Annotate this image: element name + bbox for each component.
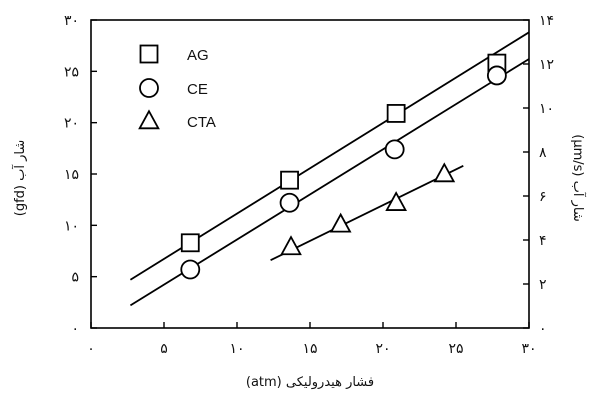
point-ce <box>279 192 300 213</box>
y-left-axis-ticks: ۰ ۵ ۱۰ ۱۵ ۲۰ ۲۵ ۳۰ <box>64 13 97 337</box>
fit-line-cta <box>270 164 464 262</box>
y-right-tick-label: ۱۴ <box>539 13 554 29</box>
point-cta <box>433 162 456 183</box>
y-left-tick-label: ۲۰ <box>64 116 79 132</box>
y-right-tick-label: ۲ <box>539 277 547 293</box>
y-right-tick-label: ۶ <box>539 189 547 205</box>
y-left-tick-label: ۳۰ <box>64 13 79 29</box>
legend: AG CE CTA <box>138 44 216 131</box>
x-tick-label: ۰ <box>87 341 95 357</box>
point-cta <box>385 191 408 211</box>
x-tick-label: ۱۰ <box>229 341 244 357</box>
x-tick-label: ۲۵ <box>448 341 463 357</box>
y-left-tick-label: ۲۵ <box>64 64 79 80</box>
x-tick-label: ۱۵ <box>302 341 317 357</box>
y-right-axis-ticks: ۰ ۲ ۴ ۶ ۸ ۱۰ ۱۲ ۱۴ <box>523 13 554 337</box>
point-ce <box>180 259 201 280</box>
data-markers <box>180 53 507 280</box>
x-axis-ticks: ۰ ۵ ۱۰ ۱۵ ۲۰ ۲۵ ۳۰ <box>87 322 537 357</box>
point-ce <box>486 65 507 86</box>
legend-marker-cta <box>138 109 160 130</box>
y-right-tick-label: ۸ <box>539 145 547 161</box>
y-left-tick-label: ۰ <box>71 321 79 337</box>
point-cta <box>280 235 302 256</box>
y-left-tick-label: ۵ <box>71 270 79 286</box>
legend-label-ag: AG <box>187 47 209 64</box>
y-right-tick-label: ۰ <box>539 321 547 337</box>
x-tick-label: ۵ <box>160 341 168 357</box>
y-right-axis-label: شار آب (µm/s) <box>570 134 587 222</box>
x-tick-label: ۳۰ <box>521 341 536 357</box>
point-ag <box>386 104 406 123</box>
y-left-axis-label: شار آب (gfd) <box>11 140 28 217</box>
x-axis-label: فشار هیدرولیکی (atm) <box>246 375 374 390</box>
plot-frame <box>90 19 530 329</box>
x-tick-label: ۲۰ <box>375 341 390 357</box>
point-ag <box>180 233 200 253</box>
point-ce <box>384 139 405 160</box>
y-right-tick-label: ۱۰ <box>539 101 554 117</box>
y-left-tick-label: ۱۵ <box>64 167 79 183</box>
legend-marker-ag <box>139 44 159 64</box>
legend-label-cta: CTA <box>187 114 216 131</box>
y-left-tick-label: ۱۰ <box>64 218 79 234</box>
y-right-tick-label: ۴ <box>539 233 547 249</box>
point-cta <box>329 212 352 233</box>
point-ag <box>280 170 299 190</box>
legend-marker-ce <box>139 78 159 98</box>
legend-label-ce: CE <box>187 81 208 98</box>
y-right-tick-label: ۱۲ <box>539 57 554 73</box>
